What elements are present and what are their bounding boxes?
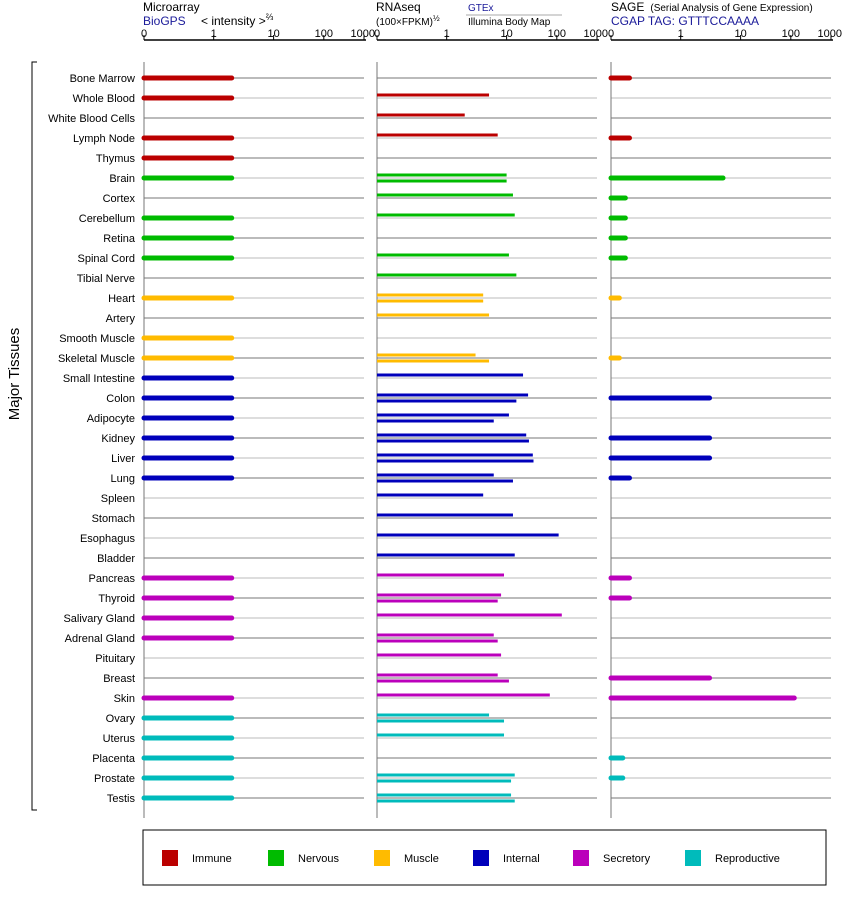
legend-swatch-reproductive (685, 850, 701, 866)
tissue-label: Testis (107, 793, 136, 805)
tissue-label: Pituitary (95, 653, 135, 665)
tissue-label: Adipocyte (87, 413, 135, 425)
tissue-label: Esophagus (80, 533, 136, 545)
row-gridlines (144, 77, 831, 799)
rnaseq-tick-label: 10 (500, 28, 512, 40)
tissue-label: Uterus (103, 733, 136, 745)
tissue-label: Thymus (96, 153, 136, 165)
tissue-label: Pancreas (89, 573, 136, 585)
tissue-label: Skeletal Muscle (58, 353, 135, 365)
legend-label-internal: Internal (503, 853, 540, 865)
tissue-label: Stomach (92, 513, 135, 525)
rnaseq-title: RNAseq (376, 0, 421, 14)
rnaseq-unit: (100×FPKM)½ (376, 14, 440, 28)
tissue-group-label: Major Tissues (6, 328, 23, 421)
rnaseq-tick-label: 1000 (584, 28, 608, 40)
tissue-label: Thyroid (98, 593, 135, 605)
sage-tick-label: 10 (734, 28, 746, 40)
legend-swatch-muscle (374, 850, 390, 866)
microarray-title: Microarray (143, 0, 200, 14)
microarray-tick-label: 1000 (351, 28, 375, 40)
tissue-label: Small Intestine (63, 373, 135, 385)
tissue-label: Smooth Muscle (59, 333, 135, 345)
sage-tag-link[interactable]: CGAP TAG: GTTTCCAAAA (611, 14, 759, 28)
tissue-label: Tibial Nerve (77, 273, 135, 285)
legend-swatch-immune (162, 850, 178, 866)
microarray-tick-label: 1 (211, 28, 217, 40)
microarray-tick-label: 100 (315, 28, 333, 40)
tissue-label: Prostate (94, 773, 135, 785)
sage-tick-label: 1000 (818, 28, 842, 40)
legend-swatch-internal (473, 850, 489, 866)
illumina-source-link[interactable]: Illumina Body Map (468, 17, 551, 28)
tissue-label: Bladder (97, 553, 135, 565)
tissue-label: Spleen (101, 493, 135, 505)
rnaseq-tick-label: 100 (548, 28, 566, 40)
tissue-label: Cortex (103, 193, 136, 205)
legend-swatch-nervous (268, 850, 284, 866)
tissue-label: Breast (103, 673, 135, 685)
microarray-tick-label: 10 (267, 28, 279, 40)
tissue-label: Ovary (106, 713, 136, 725)
legend-swatch-secretory (573, 850, 589, 866)
microarray-source-link[interactable]: BioGPS (143, 14, 186, 28)
legend-label-reproductive: Reproductive (715, 853, 780, 865)
tissue-label: Salivary Gland (63, 613, 135, 625)
tissue-label: Adrenal Gland (65, 633, 135, 645)
microarray-scale-label: < intensity >⅔ (201, 12, 274, 28)
expression-bars (141, 75, 797, 803)
tissue-label: Lung (111, 473, 135, 485)
sage-tick-label: 0 (608, 28, 614, 40)
tissue-label: Liver (111, 453, 135, 465)
tissue-group-bracket (31, 61, 37, 811)
tissue-label: White Blood Cells (48, 113, 135, 125)
tissue-label: Bone Marrow (70, 73, 135, 85)
legend-label-nervous: Nervous (298, 853, 339, 865)
legend-label-muscle: Muscle (404, 853, 439, 865)
tissue-label: Skin (114, 693, 135, 705)
tissue-label: Kidney (101, 433, 135, 445)
tissue-label: Colon (106, 393, 135, 405)
sage-tick-label: 100 (782, 28, 800, 40)
sage-title: SAGE (Serial Analysis of Gene Expression) (611, 0, 813, 14)
rnaseq-tick-label: 1 (444, 28, 450, 40)
tissue-label: Whole Blood (73, 93, 135, 105)
gtex-source-link[interactable]: GTEx (468, 3, 494, 14)
rnaseq-tick-label: 0 (374, 28, 380, 40)
legend-label-immune: Immune (192, 853, 232, 865)
microarray-tick-label: 0 (141, 28, 147, 40)
tissue-label: Spinal Cord (78, 253, 135, 265)
tissue-label: Placenta (92, 753, 136, 765)
tissue-label: Retina (103, 233, 136, 245)
sage-tick-label: 1 (678, 28, 684, 40)
tissue-label: Lymph Node (73, 133, 135, 145)
tissue-label: Brain (109, 173, 135, 185)
tissue-label: Artery (106, 313, 136, 325)
tissue-label: Heart (108, 293, 135, 305)
legend-label-secretory: Secretory (603, 853, 651, 865)
legend: Immune Nervous Muscle Internal Secretory Repr… (162, 850, 780, 866)
tissue-label: Cerebellum (79, 213, 135, 225)
tissue-labels: Bone Marrow Whole Blood White Blood Cells L… (48, 73, 136, 805)
